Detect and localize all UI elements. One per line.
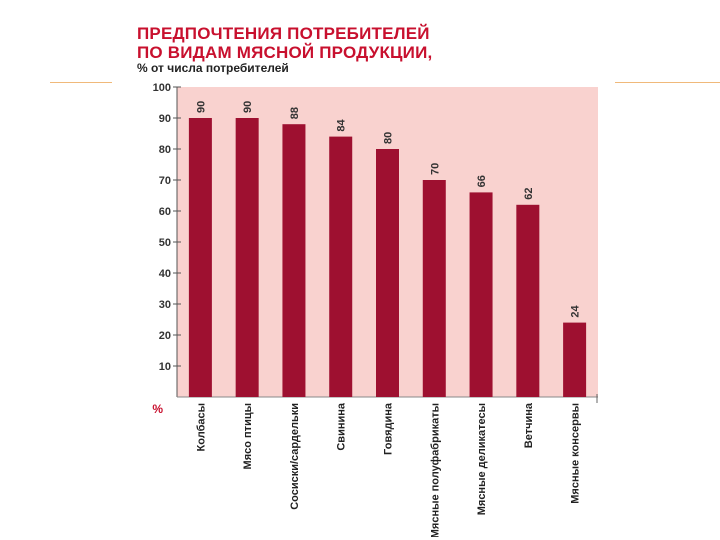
y-tick-label: 80 [159, 144, 171, 156]
chart-title-line-2: ПО ВИДАМ МЯСНОЙ ПРОДУКЦИИ, [137, 43, 433, 62]
data-label: 90 [242, 101, 254, 113]
x-tick-label: Сосиски/сардельки [289, 403, 301, 510]
y-tick-label: 100 [153, 82, 171, 94]
y-tick-label: 90 [159, 113, 171, 125]
bar [516, 204, 540, 397]
chart-title-line-1: ПРЕДПОЧТЕНИЯ ПОТРЕБИТЕЛЕЙ [137, 24, 430, 43]
data-label: 84 [336, 118, 348, 131]
x-tick-label: Колбасы [195, 403, 207, 451]
y-tick-label: 70 [159, 175, 171, 187]
bar [329, 136, 353, 397]
data-label: 80 [383, 132, 395, 144]
bar [188, 118, 212, 397]
x-tick-label: Мясные консервы [570, 403, 582, 504]
bar [563, 322, 587, 397]
decorative-line-right [615, 82, 720, 83]
x-tick-label: Ветчина [523, 402, 535, 448]
bar-chart: 100 90 80 70 60 50 40 30 20 10% 90 Колбасы 90 Мясо пт… [152, 82, 598, 537]
bar [469, 192, 493, 397]
y-tick-label: 40 [159, 268, 171, 280]
x-tick-label: Мясные полуфабрикаты [429, 403, 441, 537]
chart-subtitle: % от числа потребителей [137, 61, 289, 75]
data-label: 70 [429, 163, 441, 175]
chart-title: ПРЕДПОЧТЕНИЯ ПОТРЕБИТЕЛЕЙ ПО ВИДАМ МЯСНО… [137, 24, 432, 62]
x-tick-label: Свинина [336, 402, 348, 451]
y-tick-label: 60 [159, 206, 171, 218]
data-label: 88 [289, 107, 301, 119]
bar [235, 118, 259, 397]
x-tick-label: Мясные деликатесы [476, 403, 488, 515]
data-label: 24 [570, 304, 582, 317]
data-label: 66 [476, 175, 488, 187]
y-tick-label: 10 [159, 361, 171, 373]
data-label: 90 [195, 101, 207, 113]
x-tick-label: Говядина [383, 402, 395, 455]
bar [376, 149, 399, 397]
bar [422, 180, 446, 397]
bar [282, 124, 306, 397]
y-axis-label: % [152, 402, 163, 416]
y-tick-label: 50 [159, 237, 171, 249]
decorative-line-left [50, 82, 112, 83]
y-tick-label: 20 [159, 330, 171, 342]
data-label: 62 [523, 188, 535, 200]
y-tick-label: 30 [159, 299, 171, 311]
x-tick-label: Мясо птицы [242, 403, 254, 469]
